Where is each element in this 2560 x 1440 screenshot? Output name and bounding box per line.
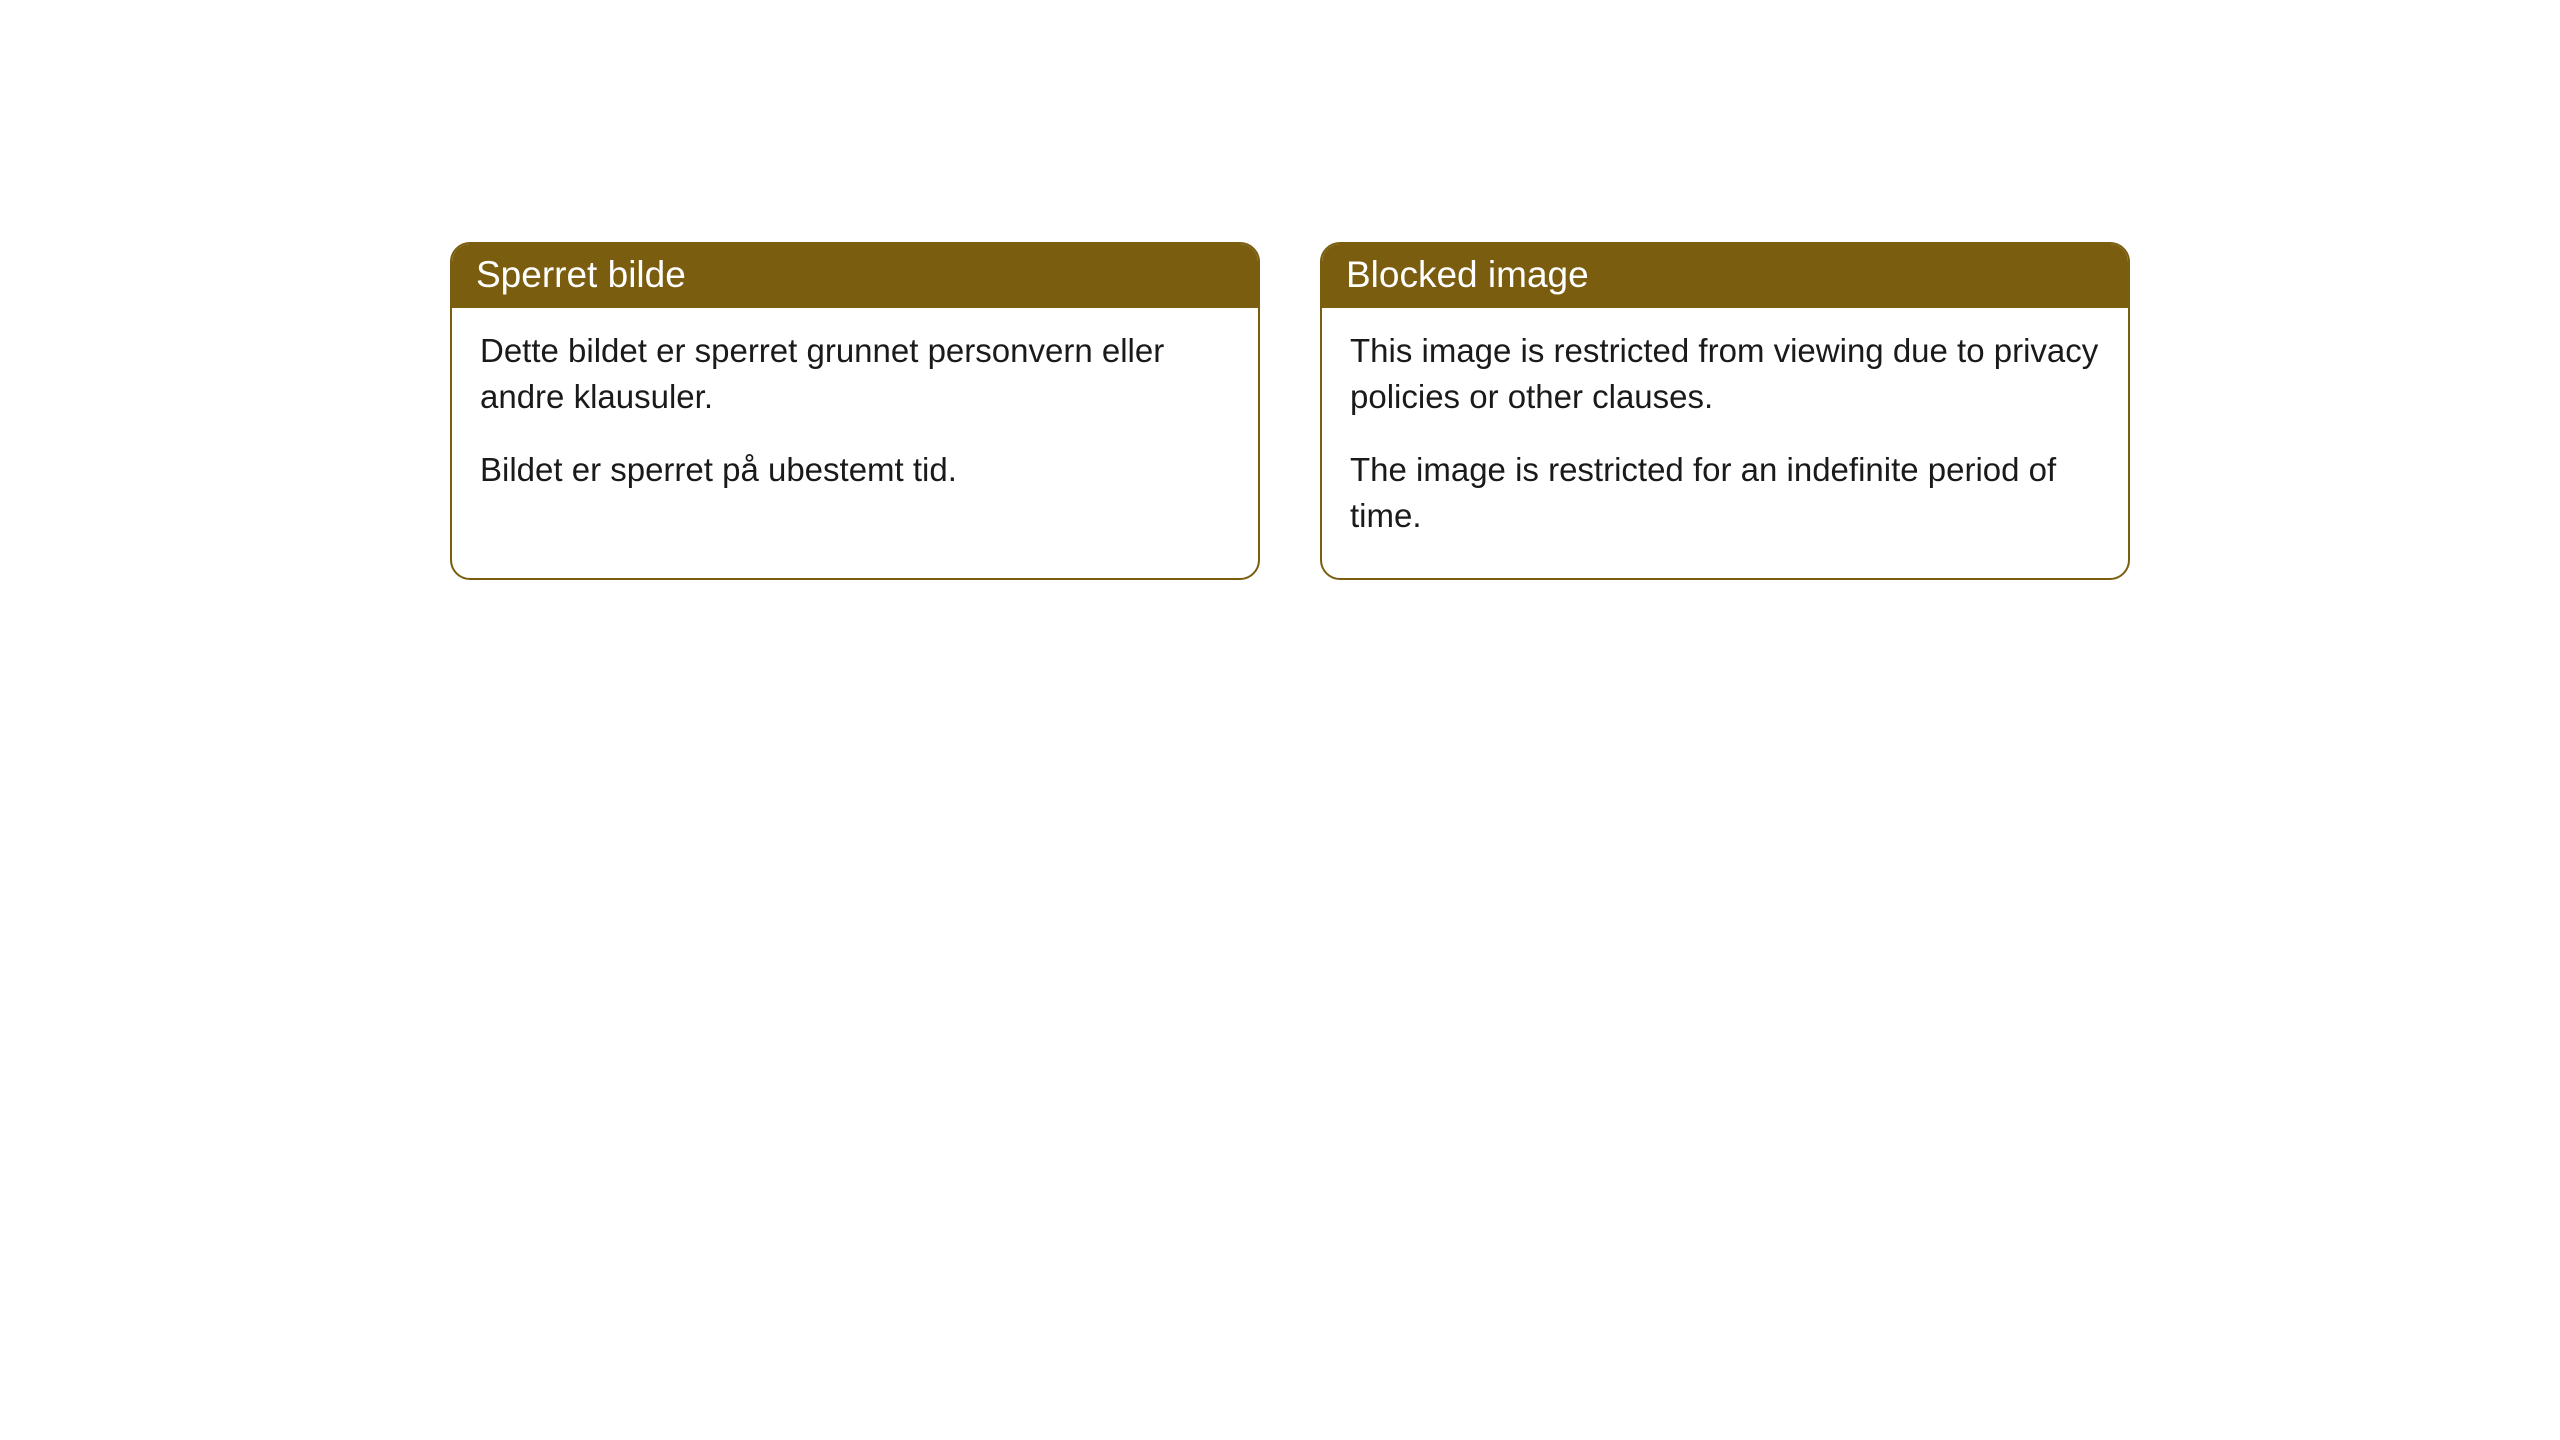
notices-container: Sperret bilde Dette bildet er sperret gr… xyxy=(450,242,2130,580)
notice-box-english: Blocked image This image is restricted f… xyxy=(1320,242,2130,580)
notice-header: Blocked image xyxy=(1322,244,2128,308)
notice-header: Sperret bilde xyxy=(452,244,1258,308)
notice-body: This image is restricted from viewing du… xyxy=(1322,308,2128,578)
notice-body: Dette bildet er sperret grunnet personve… xyxy=(452,308,1258,533)
notice-paragraph: This image is restricted from viewing du… xyxy=(1350,328,2100,419)
notice-box-norwegian: Sperret bilde Dette bildet er sperret gr… xyxy=(450,242,1260,580)
notice-paragraph: Dette bildet er sperret grunnet personve… xyxy=(480,328,1230,419)
notice-paragraph: The image is restricted for an indefinit… xyxy=(1350,447,2100,538)
notice-paragraph: Bildet er sperret på ubestemt tid. xyxy=(480,447,1230,493)
